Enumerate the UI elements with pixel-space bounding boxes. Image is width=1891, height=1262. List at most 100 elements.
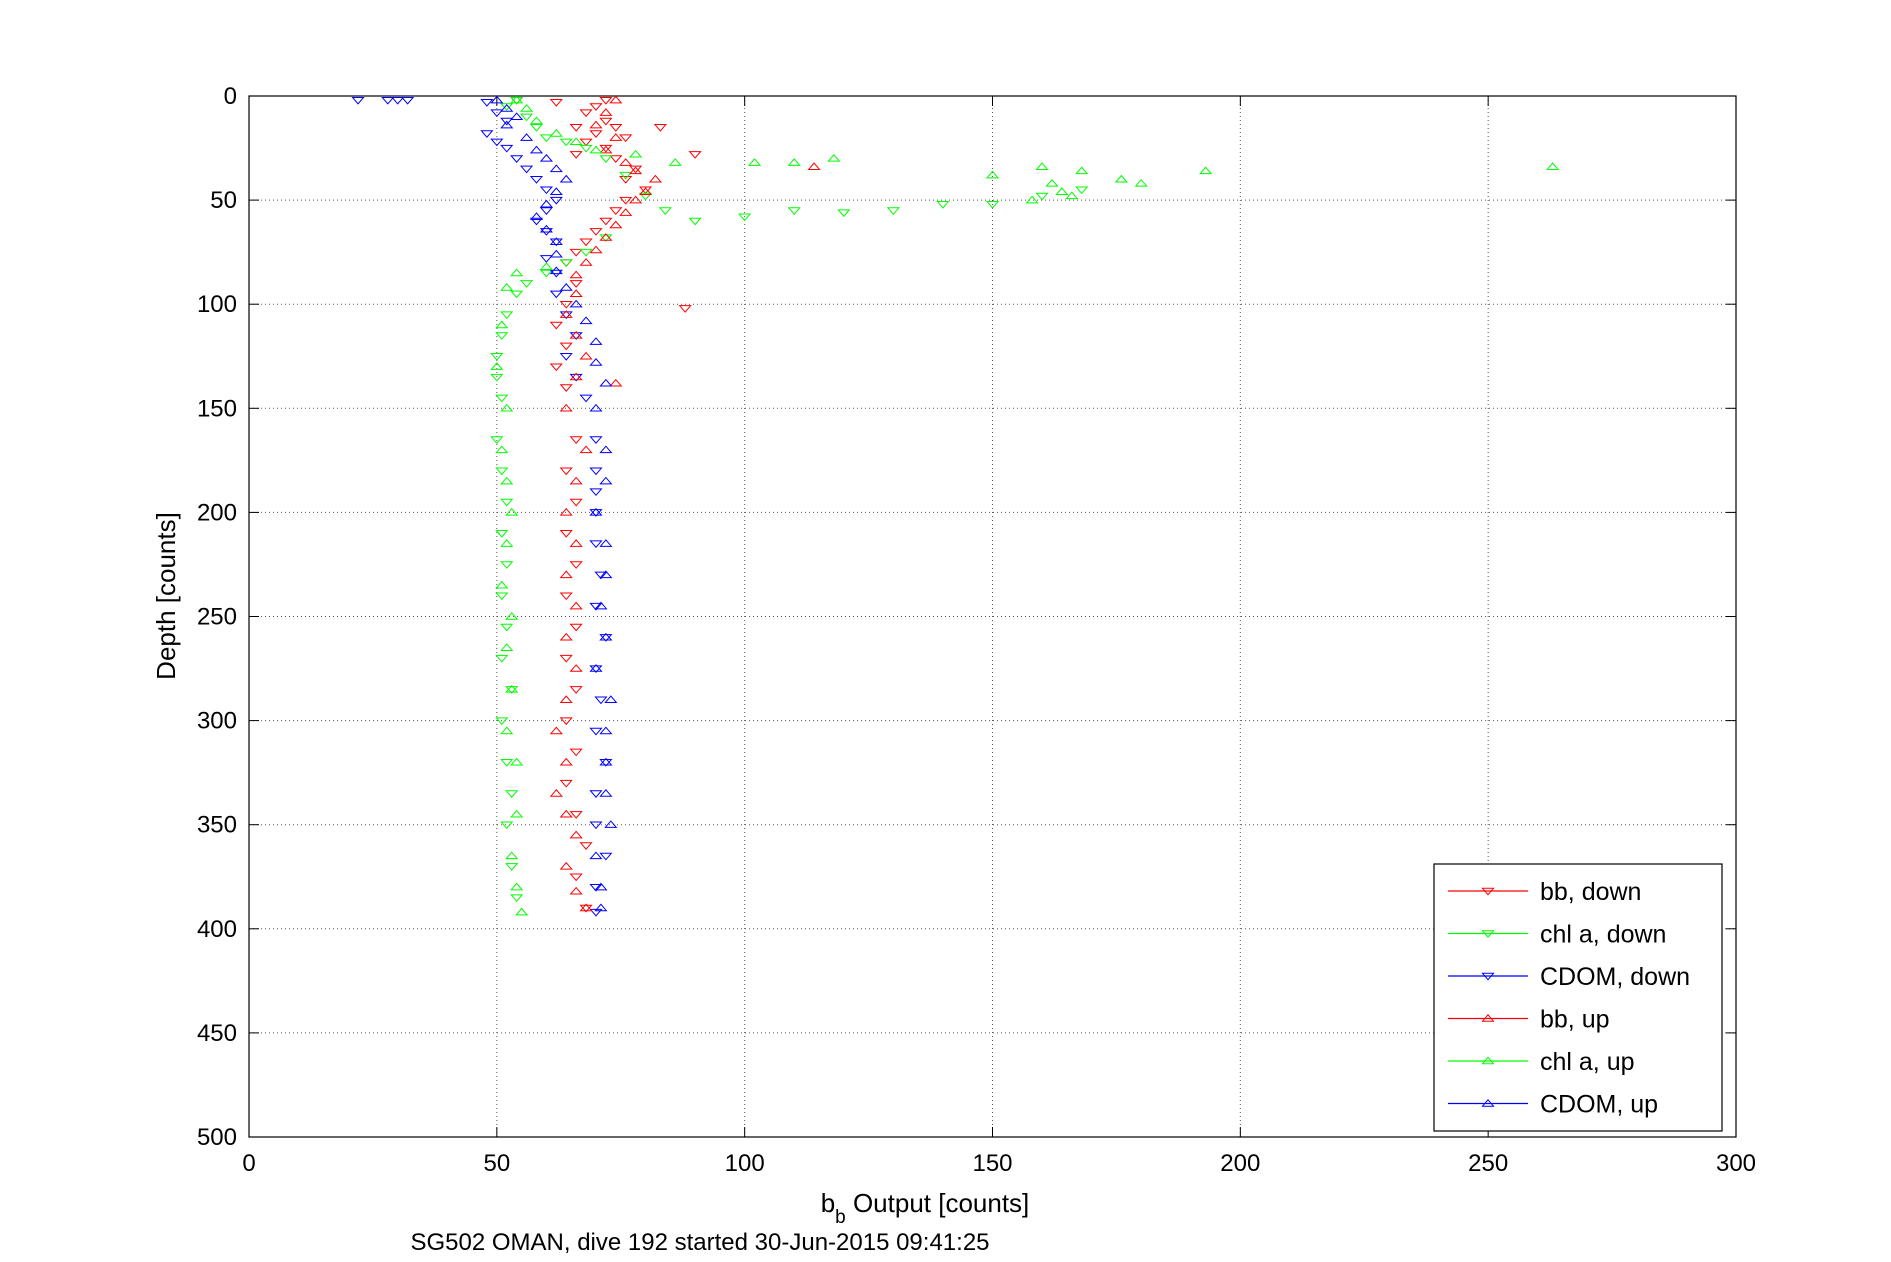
data-point [529, 217, 544, 226]
data-point [510, 290, 524, 299]
data-point [638, 186, 653, 195]
data-point [599, 476, 613, 485]
legend-label: chl a, down [1540, 921, 1666, 949]
data-point [510, 757, 524, 766]
data-point [569, 299, 583, 308]
data-point [599, 117, 613, 126]
data-point [1025, 195, 1039, 204]
series-5 [490, 95, 618, 912]
data-point [529, 124, 544, 132]
data-point [500, 476, 514, 485]
data-point [559, 654, 573, 663]
data-point [549, 266, 563, 275]
grid-lines [249, 96, 1736, 1137]
data-point [599, 570, 613, 579]
legend-marker [1481, 930, 1495, 938]
data-point [589, 436, 603, 445]
data-point [500, 726, 514, 735]
data-point [589, 337, 603, 345]
y-tick-label: 400 [197, 916, 237, 943]
data-point [500, 144, 514, 153]
data-point [807, 162, 821, 171]
data-point [381, 96, 395, 105]
data-point [495, 394, 509, 403]
data-point [594, 601, 608, 610]
data-point [579, 904, 593, 913]
data-point [589, 103, 603, 111]
data-point [505, 684, 519, 693]
data-point [500, 103, 514, 111]
data-point [619, 196, 633, 205]
data-point [495, 529, 509, 538]
data-point [559, 467, 573, 476]
data-point [579, 258, 593, 266]
data-point [495, 332, 509, 340]
x-tick-label: 200 [1220, 1150, 1260, 1177]
data-point [559, 342, 573, 351]
series-0 [510, 96, 702, 913]
data-point [579, 248, 593, 257]
data-point [579, 903, 593, 912]
data-point [569, 664, 583, 672]
data-point [490, 109, 504, 118]
data-point [539, 153, 553, 162]
legend-marker [1481, 1056, 1495, 1065]
series-3 [549, 95, 821, 912]
data-point [589, 130, 603, 138]
data-point [594, 903, 608, 912]
data-point [559, 529, 573, 538]
data-point [559, 403, 573, 412]
legend-box [1433, 863, 1723, 1132]
data-point [549, 164, 563, 173]
data-point [629, 166, 643, 175]
data-point [559, 757, 573, 766]
data-point [599, 852, 613, 861]
data-point [599, 788, 613, 797]
x-axis-label-subscript: b [835, 1207, 846, 1228]
legend-label: chl a, up [1540, 1048, 1635, 1076]
series-1 [490, 96, 1089, 903]
data-point [599, 757, 613, 766]
data-point [1055, 187, 1069, 195]
data-point [559, 259, 573, 268]
data-point [589, 602, 603, 611]
data-point [510, 96, 524, 105]
data-point [738, 213, 752, 222]
axis-ticks: 0 50 100 150 200 250 300 0 50 100 150 200 250 300 350 4… [197, 83, 1756, 1177]
data-point [589, 727, 603, 736]
data-point [579, 842, 593, 851]
data-point [1199, 166, 1213, 175]
data-point [549, 187, 563, 195]
data-point [391, 96, 405, 105]
data-point [1035, 162, 1049, 171]
y-tick-label: 50 [210, 187, 237, 214]
data-point [519, 113, 534, 122]
data-point [629, 165, 643, 174]
data-point [599, 145, 613, 154]
y-tick-label: 250 [197, 604, 237, 631]
data-point [936, 201, 950, 209]
data-point [569, 601, 583, 610]
x-axis-label-rest: Output [counts] [846, 1188, 1030, 1218]
data-point [529, 212, 544, 220]
legend-label: CDOM, down [1540, 963, 1690, 991]
data-point [569, 748, 583, 757]
legend-marker [1481, 887, 1495, 896]
data-point [500, 759, 514, 767]
data-point [510, 95, 524, 104]
data-point [559, 809, 573, 818]
data-point [589, 821, 603, 830]
data-point [658, 207, 672, 215]
data-point [519, 280, 534, 288]
data-point [1035, 192, 1049, 201]
data-point [519, 104, 534, 112]
data-point [985, 201, 1000, 209]
data-point [510, 809, 524, 818]
data-points [351, 95, 1560, 917]
data-point [559, 138, 573, 147]
data-point [619, 134, 633, 143]
data-point [500, 643, 514, 651]
data-point [519, 165, 534, 174]
data-point [629, 195, 643, 204]
